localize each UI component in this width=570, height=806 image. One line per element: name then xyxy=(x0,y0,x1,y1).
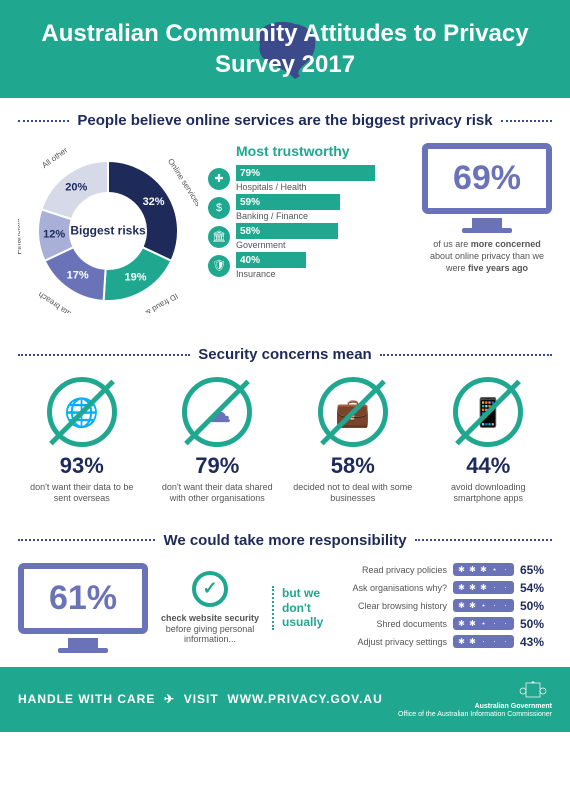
svg-text:20%: 20% xyxy=(65,182,87,194)
check-security-block: ✓ check website security before giving p… xyxy=(160,571,260,645)
gov-icon: 🏛 xyxy=(208,226,230,248)
svg-text:Financials: Financials xyxy=(18,219,23,256)
trust-bar: 79% xyxy=(236,165,375,181)
monitor-icon: 61% xyxy=(18,563,148,634)
concern-item: 💼 58% decided not to deal with some busi… xyxy=(293,377,413,504)
stat-text: of us are more concerned about online pr… xyxy=(422,239,552,274)
svg-text:All other: All other xyxy=(40,146,69,171)
star-rating: ✱✱⋆·· xyxy=(453,599,514,612)
concern-item: 🌐 93% don't want their data to be sent o… xyxy=(22,377,142,504)
action-pct: 43% xyxy=(520,635,552,649)
action-label: Ask organisations why? xyxy=(352,583,447,593)
action-row: Read privacy policies ✱✱✱⋆· 65% xyxy=(344,563,552,577)
share-prohibit-icon: ☁ xyxy=(182,377,252,447)
action-row: Clear browsing history ✱✱⋆·· 50% xyxy=(344,599,552,613)
but-we-label: but we don't usually xyxy=(272,586,332,629)
star-rating: ✱✱✱⋆· xyxy=(453,563,514,576)
header-banner: Australian Community Attitudes to Privac… xyxy=(0,0,570,98)
trust-row: $ 59% Banking / Finance xyxy=(208,194,412,221)
trustworthy-title: Most trustworthy xyxy=(236,143,412,159)
svg-text:12%: 12% xyxy=(43,229,65,241)
donut-center-label: Biggest risks xyxy=(70,224,145,237)
page-title: Australian Community Attitudes to Privac… xyxy=(20,18,550,80)
trust-bar: 59% xyxy=(236,194,340,210)
section-responsibility: We could take more responsibility 61% ✓ … xyxy=(0,518,570,667)
svg-text:Data breach: Data breach xyxy=(37,290,78,313)
shield-icon: 🛡 xyxy=(208,255,230,277)
concern-item: 📱 44% avoid downloading smartphone apps xyxy=(428,377,548,504)
section-title: We could take more responsibility xyxy=(18,532,552,549)
action-pct: 65% xyxy=(520,563,552,577)
footer: HANDLE WITH CARE ✈ VISIT WWW.PRIVACY.GOV… xyxy=(0,667,570,732)
concern-pct: 93% xyxy=(22,453,142,479)
stat-value: 69% xyxy=(434,159,540,198)
star-rating: ✱✱✱·· xyxy=(453,581,514,594)
section-security-concerns: Security concerns mean 🌐 93% don't want … xyxy=(0,332,570,518)
action-label: Shred documents xyxy=(376,619,447,629)
concern-stat: 69% of us are more concerned about onlin… xyxy=(422,143,552,274)
concern-pct: 79% xyxy=(157,453,277,479)
trust-row: ✚ 79% Hospitals / Health xyxy=(208,165,412,192)
concern-text: decided not to deal with some businesses xyxy=(293,482,413,504)
trust-bar: 40% xyxy=(236,252,306,268)
actions-list: Read privacy policies ✱✱✱⋆· 65% Ask organ… xyxy=(344,563,552,653)
concern-text: don't want their data to be sent oversea… xyxy=(22,482,142,504)
trustworthy-block: Most trustworthy ✚ 79% Hospitals / Healt… xyxy=(208,143,412,281)
dollar-icon: $ xyxy=(208,197,230,219)
monitor-icon: 69% xyxy=(422,143,552,214)
section-biggest-risk: People believe online services are the b… xyxy=(0,98,570,332)
concern-text: avoid downloading smartphone apps xyxy=(428,482,548,504)
action-pct: 54% xyxy=(520,581,552,595)
action-row: Ask organisations why? ✱✱✱·· 54% xyxy=(344,581,552,595)
trust-label: Hospitals / Health xyxy=(236,182,412,192)
action-pct: 50% xyxy=(520,617,552,631)
section-title: People believe online services are the b… xyxy=(18,112,552,129)
trust-label: Government xyxy=(236,240,412,250)
svg-text:32%: 32% xyxy=(143,196,165,208)
coat-of-arms-icon xyxy=(518,679,548,703)
trust-label: Banking / Finance xyxy=(236,211,412,221)
concern-text: don't want their data shared with other … xyxy=(157,482,277,504)
plus-icon: ✚ xyxy=(208,168,230,190)
concern-pct: 58% xyxy=(293,453,413,479)
resp-stat: 61% xyxy=(18,563,148,653)
svg-text:19%: 19% xyxy=(124,272,146,284)
star-rating: ✱✱⋆·· xyxy=(453,617,514,630)
footer-text: HANDLE WITH CARE ✈ VISIT WWW.PRIVACY.GOV… xyxy=(18,692,383,706)
donut-slice xyxy=(108,161,178,261)
star-rating: ✱✱··· xyxy=(453,635,514,648)
trust-bar: 58% xyxy=(236,223,338,239)
check-icon: ✓ xyxy=(192,571,228,607)
action-pct: 50% xyxy=(520,599,552,613)
action-label: Read privacy policies xyxy=(362,565,447,575)
phone-prohibit-icon: 📱 xyxy=(453,377,523,447)
concern-pct: 44% xyxy=(428,453,548,479)
briefcase-prohibit-icon: 💼 xyxy=(318,377,388,447)
section-title: Security concerns mean xyxy=(18,346,552,363)
svg-text:17%: 17% xyxy=(67,270,89,282)
globe-prohibit-icon: 🌐 xyxy=(47,377,117,447)
trust-row: 🏛 58% Government xyxy=(208,223,412,250)
action-row: Adjust privacy settings ✱✱··· 43% xyxy=(344,635,552,649)
concern-item: ☁ 79% don't want their data shared with … xyxy=(157,377,277,504)
action-row: Shred documents ✱✱⋆·· 50% xyxy=(344,617,552,631)
trust-label: Insurance xyxy=(236,269,412,279)
donut-chart: 32%Online services19%ID fraud & theft17%… xyxy=(18,143,198,318)
gov-credit: Australian GovernmentOffice of the Austr… xyxy=(398,679,552,720)
action-label: Clear browsing history xyxy=(358,601,447,611)
trust-row: 🛡 40% Insurance xyxy=(208,252,412,279)
action-label: Adjust privacy settings xyxy=(357,637,447,647)
